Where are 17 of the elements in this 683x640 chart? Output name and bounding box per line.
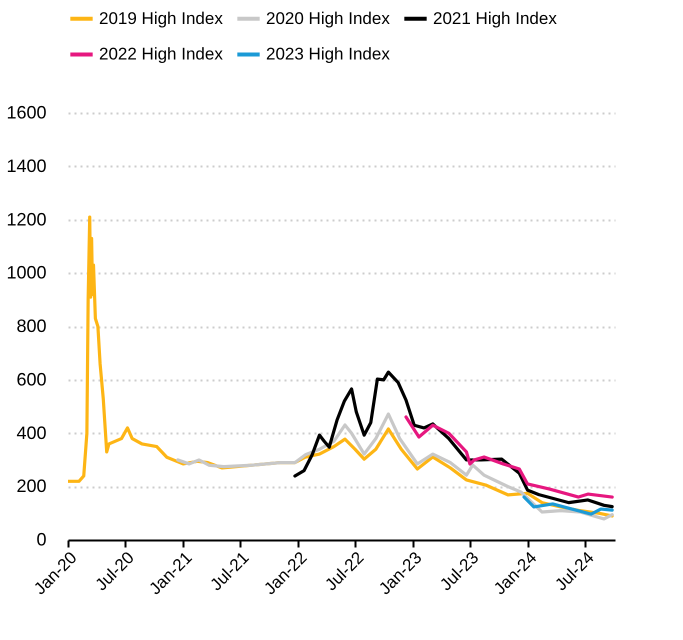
line-series <box>293 370 614 508</box>
y-tick-label: 400 <box>16 422 46 443</box>
legend-label: 2020 High Index <box>266 8 390 28</box>
legend-label: 2022 High Index <box>99 44 224 64</box>
legend-label: 2019 High Index <box>99 8 224 28</box>
y-tick-label: 0 <box>36 530 46 550</box>
y-tick-label: 600 <box>16 369 46 390</box>
y-tick-label: 1000 <box>6 262 46 283</box>
y-tick-label: 1600 <box>6 102 46 122</box>
line-series <box>404 415 614 499</box>
y-tick-label: 800 <box>16 316 46 336</box>
line-series <box>522 495 614 516</box>
legend-label: 2021 High Index <box>433 8 558 28</box>
legend-label: 2023 High Index <box>266 44 390 64</box>
y-tick-label: 200 <box>16 476 46 496</box>
y-tick-label: 1400 <box>6 156 46 176</box>
y-tick-label: 1200 <box>6 209 46 230</box>
